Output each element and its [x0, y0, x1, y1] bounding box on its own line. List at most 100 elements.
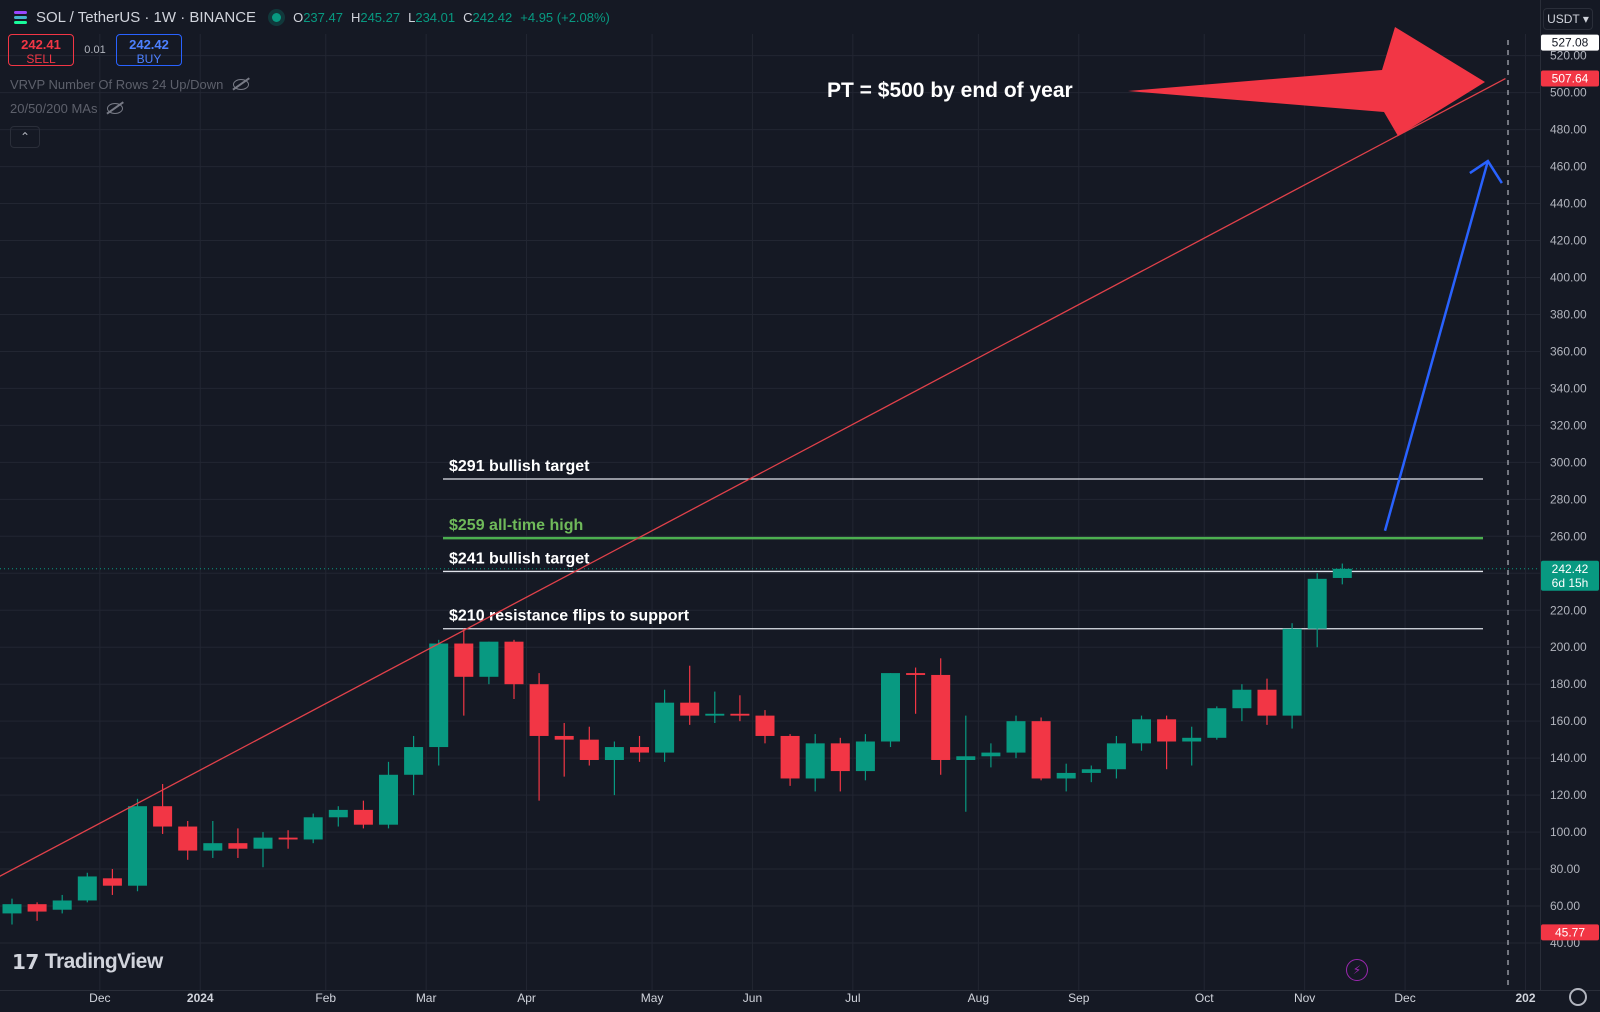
x-tick-label: Mar [416, 991, 437, 1005]
candle-body [429, 643, 449, 748]
candle [52, 894, 72, 914]
candle-body [1132, 719, 1151, 744]
x-tick-label: Jun [743, 991, 762, 1005]
price-target-arrow [1128, 27, 1485, 136]
candle-body [680, 702, 700, 716]
buy-button[interactable]: 242.42 BUY [116, 34, 182, 66]
sell-price: 242.41 [21, 37, 61, 52]
candle-body [1207, 708, 1227, 738]
candle-body [178, 826, 198, 851]
ohlc-item: +4.95 (+2.08%) [520, 10, 610, 25]
candle [780, 734, 800, 786]
candle-body [1157, 719, 1177, 742]
candle-body [278, 837, 298, 840]
price-tag-label: 242.42 [1552, 562, 1589, 576]
price-tag-label: 527.08 [1552, 36, 1589, 50]
tradingview-logo: 17 TradingView [12, 950, 163, 974]
candle [931, 658, 951, 775]
candle-body [931, 674, 951, 760]
candle [278, 830, 298, 849]
chevron-up-icon[interactable]: ⌃ [10, 126, 40, 148]
candle-body [102, 878, 122, 886]
candle [529, 673, 549, 801]
candle [630, 735, 649, 762]
candle [554, 723, 574, 777]
y-tick-label: 340.00 [1550, 381, 1587, 395]
candle [604, 741, 624, 796]
x-tick-label: Apr [517, 991, 536, 1005]
candle [1056, 763, 1076, 792]
lightning-icon[interactable]: ⚡ [1346, 959, 1368, 981]
candle-body [1182, 737, 1202, 742]
symbol-logo-icon [12, 8, 30, 26]
indicator-vrvp[interactable]: VRVP Number Of Rows 24 Up/Down [10, 77, 250, 92]
candle-body [906, 673, 926, 675]
candle-body [1307, 578, 1327, 629]
candle-body [479, 641, 499, 677]
projection-arrow [1383, 160, 1490, 532]
candle-body [881, 673, 900, 742]
tradingview-logo-icon: 17 [12, 950, 39, 974]
candle-body [981, 752, 1001, 757]
candle-body [604, 747, 624, 760]
candle-body [855, 741, 875, 772]
candle [253, 832, 273, 868]
chart-header: SOL / TetherUS · 1W · BINANCE O237.47 H24… [0, 0, 610, 34]
candle [1031, 717, 1051, 781]
candle-body [1031, 721, 1051, 779]
symbol-title[interactable]: SOL / TetherUS · 1W · BINANCE [36, 8, 257, 26]
grid-lines [0, 34, 1540, 990]
projection-arrow-head [1469, 159, 1503, 184]
x-tick-label: Nov [1294, 991, 1315, 1005]
y-tick-label: 500.00 [1550, 86, 1587, 100]
candle [203, 820, 223, 858]
candle [429, 639, 449, 766]
y-tick-label: 460.00 [1550, 160, 1587, 174]
candle [1006, 715, 1026, 759]
y-tick-label: 260.00 [1550, 529, 1587, 543]
settings-gear-icon[interactable] [1569, 988, 1587, 1006]
y-tick-label: 360.00 [1550, 344, 1587, 358]
tradingview-wordmark: TradingView [44, 950, 163, 973]
candle [655, 689, 675, 762]
candle [102, 869, 122, 895]
x-tick-label: Aug [968, 991, 989, 1005]
candle-body [830, 743, 850, 772]
candle-body [77, 876, 97, 901]
candle [705, 691, 725, 724]
candle-body [1056, 772, 1076, 779]
ohlc-item: C242.42 [463, 10, 512, 25]
candle [981, 743, 1001, 768]
candle-body [203, 843, 223, 851]
visibility-off-icon[interactable] [233, 79, 250, 90]
indicator-vrvp-label: VRVP Number Of Rows 24 Up/Down [10, 77, 224, 92]
ohlc-key: C [463, 9, 473, 25]
currency-selector[interactable]: USDT ▾ [1543, 8, 1593, 30]
indicator-mas[interactable]: 20/50/200 MAs [10, 101, 124, 116]
x-tick-label: Jul [845, 991, 860, 1005]
price-tag-bg [1541, 560, 1599, 591]
candle-body [128, 806, 147, 886]
sell-button[interactable]: 242.41 SELL [8, 34, 74, 66]
price-level-label: $259 all-time high [449, 517, 583, 534]
candle [956, 715, 976, 812]
candle [680, 665, 700, 725]
candle [504, 639, 524, 699]
price-tag-bg [1541, 70, 1599, 87]
visibility-off-icon[interactable] [107, 103, 124, 114]
candle [805, 734, 825, 792]
y-tick-label: 140.00 [1550, 751, 1587, 765]
y-tick-label: 440.00 [1550, 197, 1587, 211]
y-tick-label: 480.00 [1550, 123, 1587, 137]
candle [2, 898, 22, 925]
price-tag: 45.77 [1541, 924, 1599, 941]
candle-body [554, 735, 574, 740]
candle-body [253, 837, 273, 849]
y-tick-label: 100.00 [1550, 825, 1587, 839]
y-tick-label: 160.00 [1550, 714, 1587, 728]
candle [1232, 684, 1252, 722]
y-tick-label: 220.00 [1550, 603, 1587, 617]
candle [1257, 678, 1277, 725]
price-tag-countdown: 6d 15h [1552, 576, 1589, 590]
